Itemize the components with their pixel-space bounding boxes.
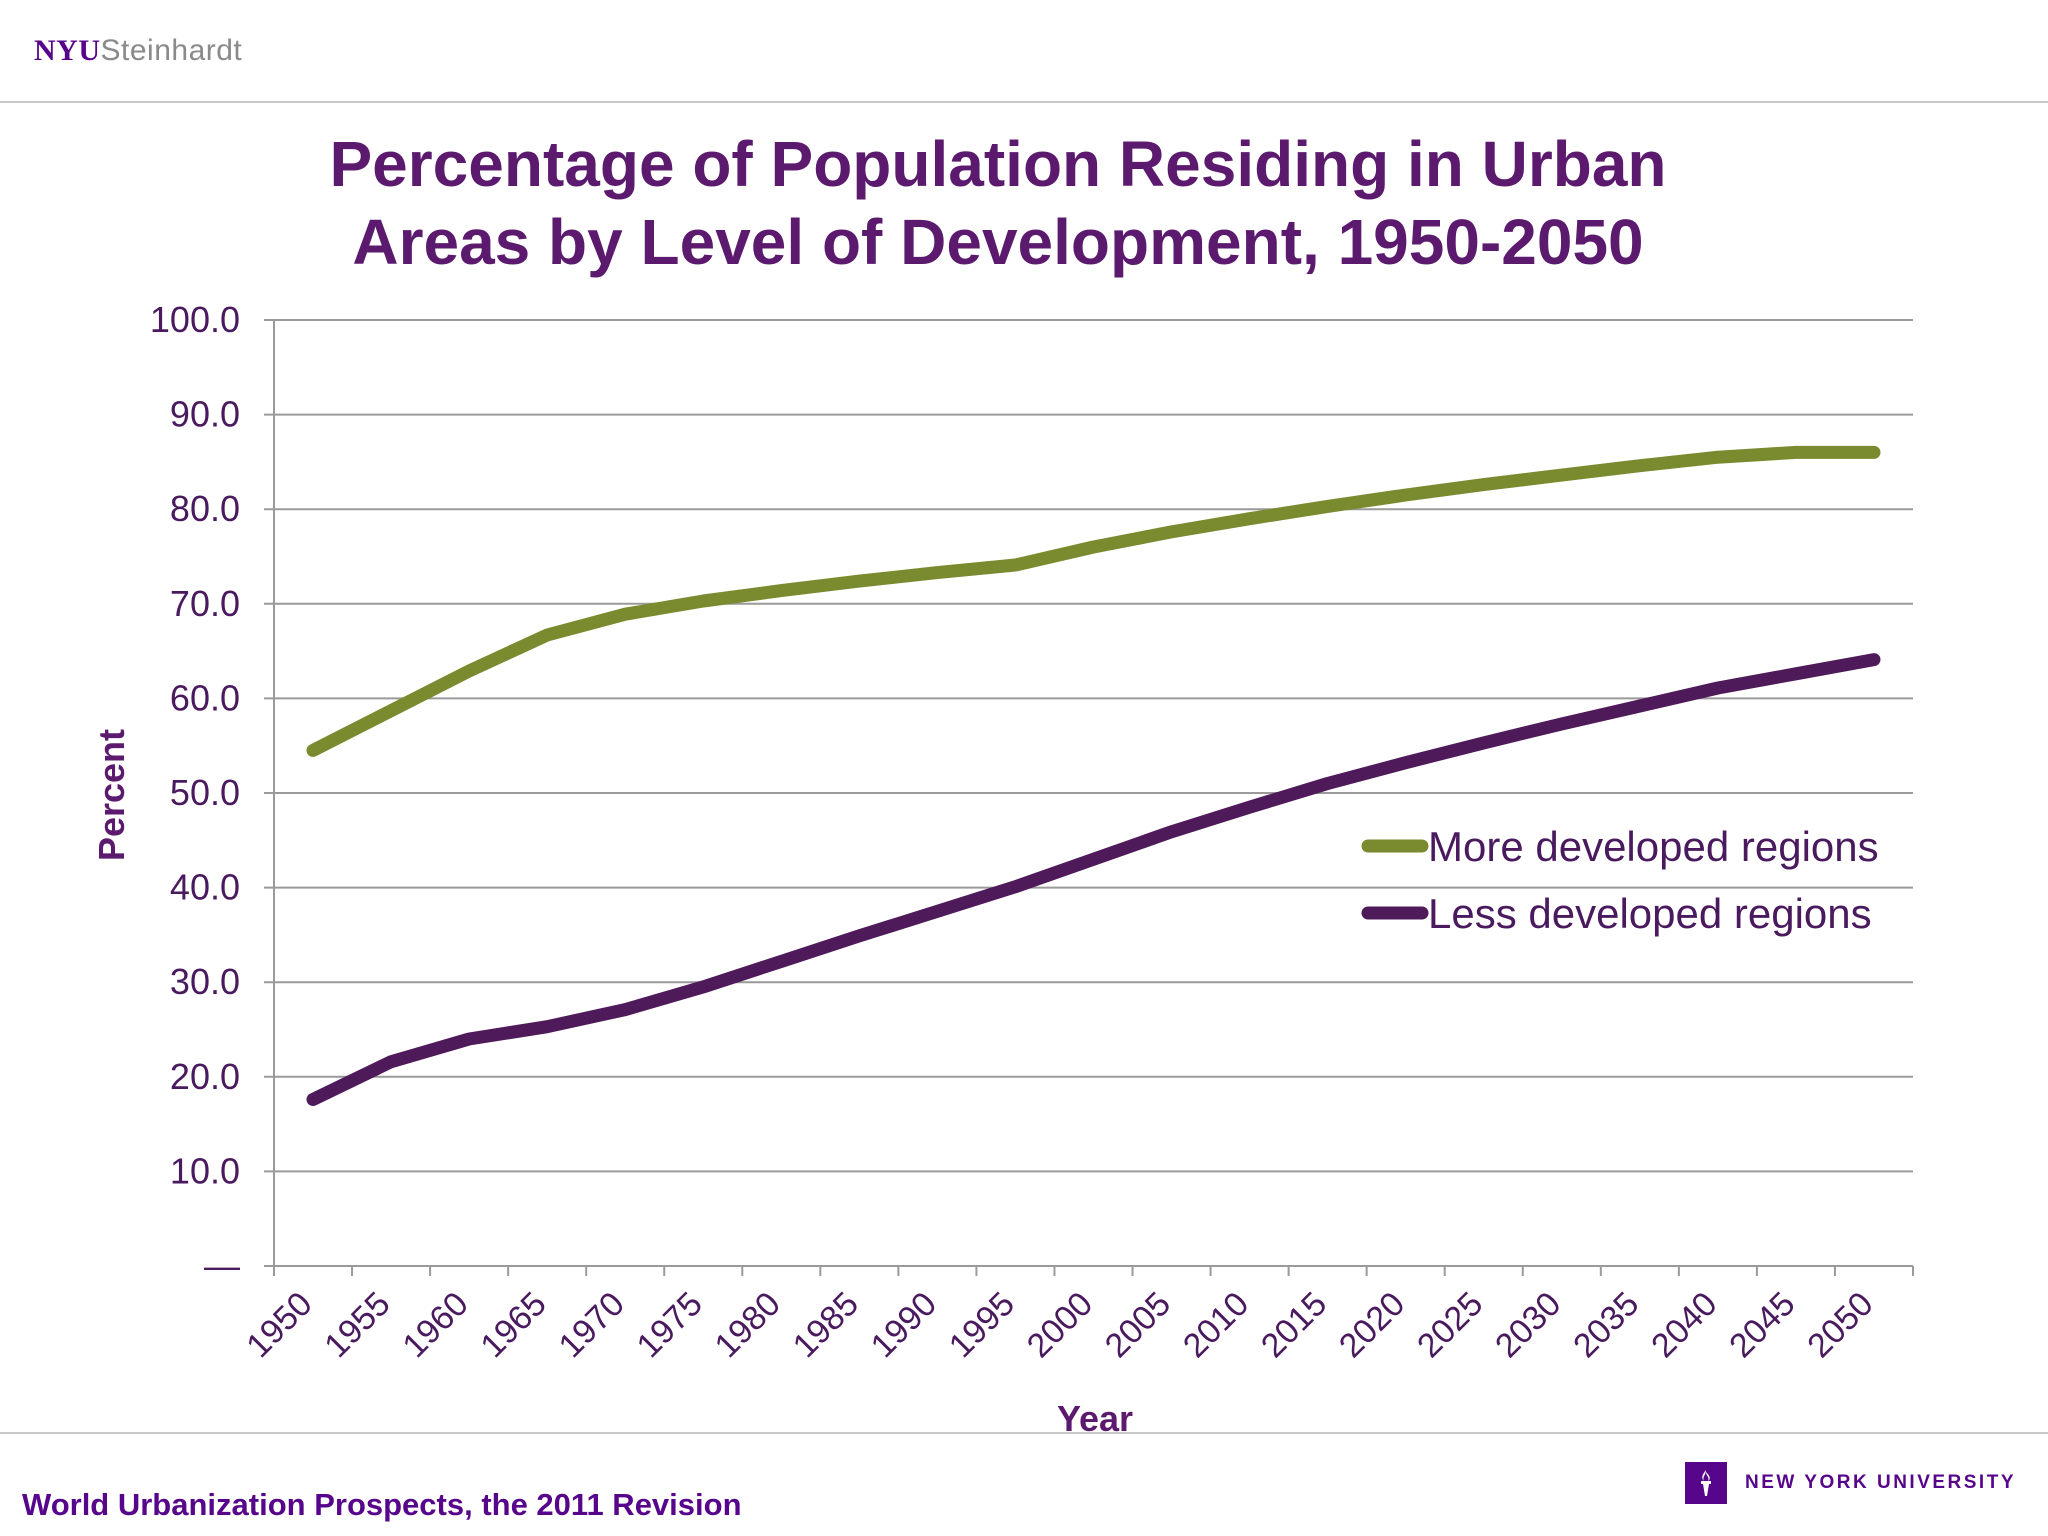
x-tick-label: 1950 bbox=[239, 1285, 319, 1365]
x-tick-label: 1990 bbox=[864, 1285, 944, 1365]
y-tick-label: 50.0 bbox=[170, 772, 240, 813]
logo-nyu-text: NYU bbox=[34, 34, 101, 67]
y-tick-label: 100.0 bbox=[150, 299, 240, 340]
y-tick-labels: — 10.0 20.0 30.0 40.0 50.0 60.0 70.0 80.0 90.0 100… bbox=[150, 299, 240, 1286]
gridlines bbox=[264, 319, 1913, 1173]
x-tick-label: 2000 bbox=[1020, 1285, 1100, 1365]
x-tick-label: 2035 bbox=[1566, 1285, 1646, 1365]
university-name: NEW YORK UNIVERSITY bbox=[1745, 1472, 2016, 1493]
x-tick-labels: 1950195519601965197019751980198519901995… bbox=[239, 1285, 1880, 1365]
chart-title-line-1: Percentage of Population Residing in Urb… bbox=[329, 128, 1666, 200]
x-tick-label: 1975 bbox=[630, 1285, 710, 1365]
torch-icon bbox=[1685, 1462, 1728, 1504]
series-lines bbox=[306, 445, 1881, 1106]
y-tick-label: 60.0 bbox=[170, 677, 240, 718]
y-tick-label: 80.0 bbox=[170, 488, 240, 529]
legend-label: Less developed regions bbox=[1428, 890, 1872, 937]
y-axis-title: Percent bbox=[91, 729, 132, 861]
x-tick-label: 2015 bbox=[1254, 1285, 1334, 1365]
y-tick-label: 70.0 bbox=[170, 583, 240, 624]
x-tick-label: 1985 bbox=[786, 1285, 866, 1365]
x-tick-label: 1970 bbox=[551, 1285, 631, 1365]
x-tick-label: 1980 bbox=[708, 1285, 788, 1365]
y-tick-label: 20.0 bbox=[170, 1056, 240, 1097]
x-tick-label: 1995 bbox=[942, 1285, 1022, 1365]
y-tick-label: 90.0 bbox=[170, 394, 240, 435]
header-divider bbox=[0, 101, 2048, 103]
x-tick-label: 2020 bbox=[1332, 1285, 1412, 1365]
axes bbox=[264, 320, 1914, 1276]
x-tick-label: 1960 bbox=[395, 1285, 475, 1365]
y-tick-label: — bbox=[204, 1245, 240, 1286]
x-tick-label: 2050 bbox=[1800, 1285, 1880, 1365]
series-line bbox=[306, 445, 1881, 757]
y-tick-label: 30.0 bbox=[170, 961, 240, 1002]
legend: More developed regions Less developed reg… bbox=[1361, 823, 1879, 937]
series-line bbox=[306, 653, 1881, 1106]
nyu-steinhardt-logo: NYUSteinhardt bbox=[34, 34, 242, 68]
x-tick-label: 2045 bbox=[1722, 1285, 1802, 1365]
x-tick-label: 2040 bbox=[1644, 1285, 1724, 1365]
x-tick-label: 2005 bbox=[1098, 1285, 1178, 1365]
x-tick-label: 2010 bbox=[1176, 1285, 1256, 1365]
x-tick-label: 2030 bbox=[1488, 1285, 1568, 1365]
chart-title-line-2: Areas by Level of Development, 1950-2050 bbox=[352, 206, 1643, 278]
legend-label: More developed regions bbox=[1428, 823, 1879, 870]
x-tick-label: 1965 bbox=[473, 1285, 553, 1365]
source-citation: World Urbanization Prospects, the 2011 R… bbox=[22, 1487, 742, 1522]
footer-divider bbox=[0, 1432, 2048, 1434]
y-tick-label: 40.0 bbox=[170, 867, 240, 908]
nyu-footer-logo: NEW YORK UNIVERSITY bbox=[1685, 1462, 2016, 1504]
x-tick-label: 2025 bbox=[1410, 1285, 1490, 1365]
logo-dept-text: Steinhardt bbox=[100, 34, 243, 67]
x-tick-label: 1955 bbox=[317, 1285, 397, 1365]
y-tick-label: 10.0 bbox=[170, 1150, 240, 1191]
